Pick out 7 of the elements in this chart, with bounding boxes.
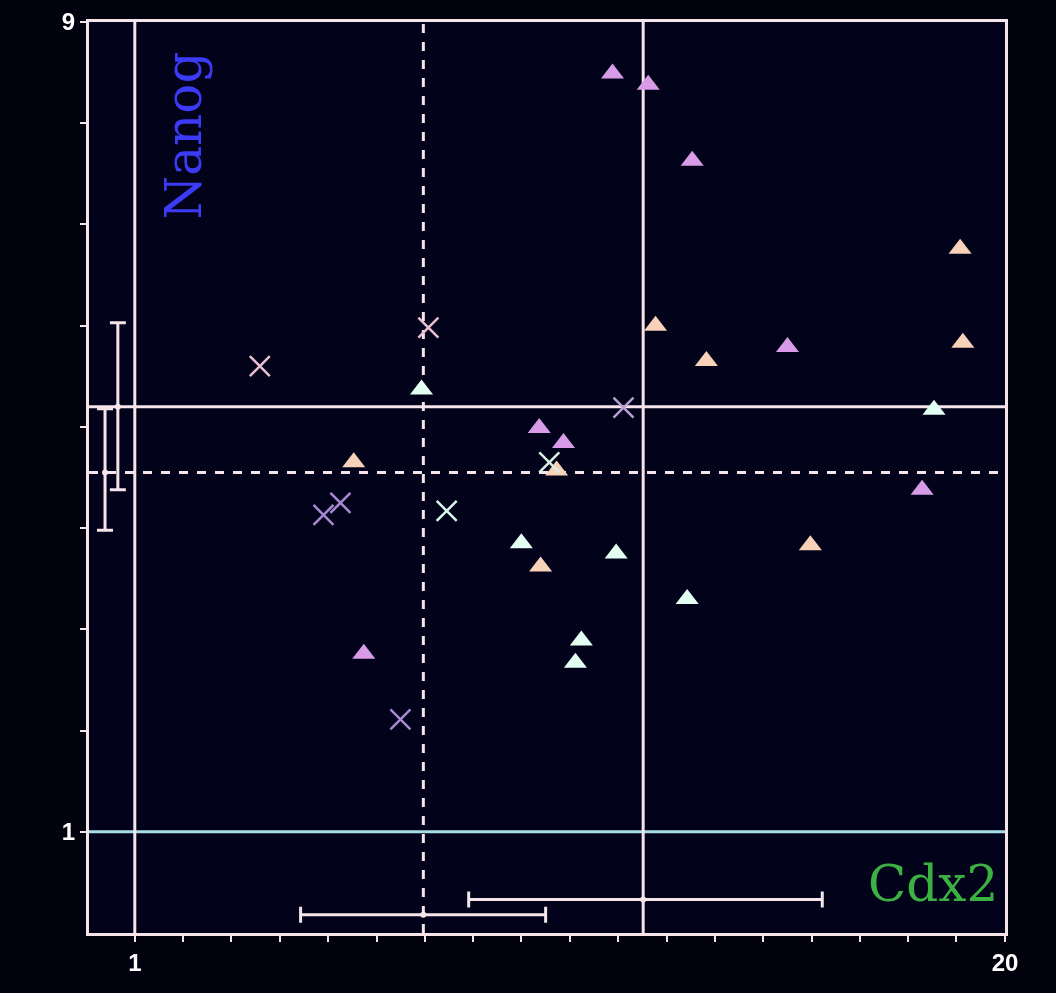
y-tick-label: 9	[61, 8, 76, 36]
x-tick-label: 20	[991, 948, 1019, 976]
point	[389, 708, 412, 731]
y-axis-title: Nanog	[154, 51, 213, 220]
point	[640, 896, 647, 903]
point	[420, 911, 427, 918]
x-axis-title: Cdx2	[868, 855, 999, 913]
